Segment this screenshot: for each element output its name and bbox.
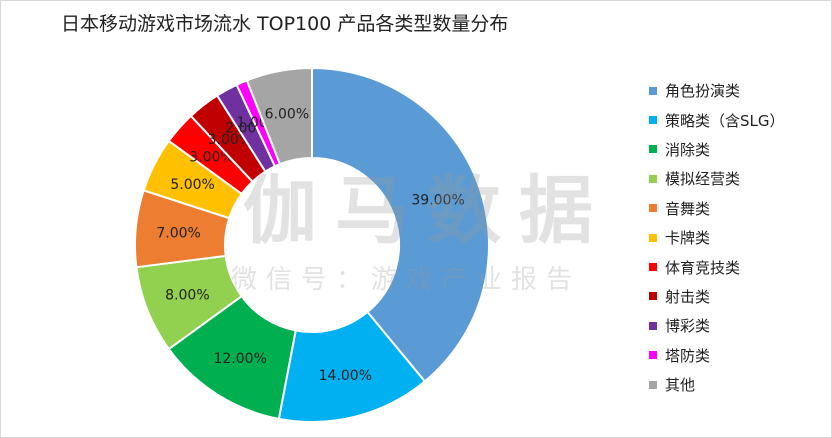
legend-item-2: 策略类（含SLG） — [649, 105, 785, 134]
legend-label: 音舞类 — [665, 199, 711, 218]
legend-swatch — [649, 145, 657, 154]
chart-title: 日本移动游戏市场流水 TOP100 产品各类型数量分布 — [61, 13, 509, 35]
legend-swatch — [649, 292, 657, 301]
data-label-11: 6.00% — [265, 106, 309, 122]
legend-item-5: 音舞类 — [649, 194, 785, 223]
legend-label: 射击类 — [665, 287, 711, 306]
legend-swatch — [649, 351, 657, 360]
chart-legend: 角色扮演类策略类（含SLG） 消除类模拟经营类音舞类卡牌类体育竞技类射击类博彩类塔… — [649, 76, 785, 399]
legend-item-8: 射击类 — [649, 282, 785, 311]
legend-item-6: 卡牌类 — [649, 223, 785, 252]
legend-label: 策略类（含SLG） — [665, 111, 785, 130]
legend-swatch — [649, 204, 657, 213]
data-label-3: 12.00% — [214, 351, 267, 367]
data-label-1: 39.00% — [411, 193, 464, 209]
data-label-5: 7.00% — [156, 225, 200, 241]
legend-item-1: 角色扮演类 — [649, 76, 785, 105]
legend-swatch — [649, 116, 657, 125]
legend-swatch — [649, 263, 657, 272]
data-label-6: 5.00% — [170, 177, 214, 193]
legend-label: 其他 — [665, 376, 696, 395]
legend-item-7: 体育竞技类 — [649, 252, 785, 281]
legend-label: 博彩类 — [665, 317, 711, 336]
legend-swatch — [649, 86, 657, 95]
legend-label: 消除类 — [665, 140, 711, 159]
legend-swatch — [649, 233, 657, 242]
legend-swatch — [649, 321, 657, 330]
legend-item-11: 其他 — [649, 370, 785, 399]
legend-label: 角色扮演类 — [665, 82, 741, 101]
legend-item-9: 博彩类 — [649, 311, 785, 340]
data-label-8: 3.00% — [208, 132, 252, 148]
legend-swatch — [649, 174, 657, 183]
legend-item-10: 塔防类 — [649, 341, 785, 370]
legend-label: 模拟经营类 — [665, 170, 741, 189]
donut-slice-1 — [311, 66, 490, 383]
legend-item-4: 模拟经营类 — [649, 164, 785, 193]
legend-label: 塔防类 — [665, 346, 711, 365]
legend-swatch — [649, 380, 657, 389]
data-label-2: 14.00% — [319, 368, 372, 384]
data-label-4: 8.00% — [165, 287, 209, 303]
donut-slice-11 — [245, 66, 313, 166]
legend-label: 体育竞技类 — [665, 258, 741, 277]
legend-label: 卡牌类 — [665, 229, 711, 248]
legend-item-3: 消除类 — [649, 135, 785, 164]
data-label-7: 3.00% — [189, 149, 233, 165]
donut-slice-2 — [277, 310, 427, 423]
